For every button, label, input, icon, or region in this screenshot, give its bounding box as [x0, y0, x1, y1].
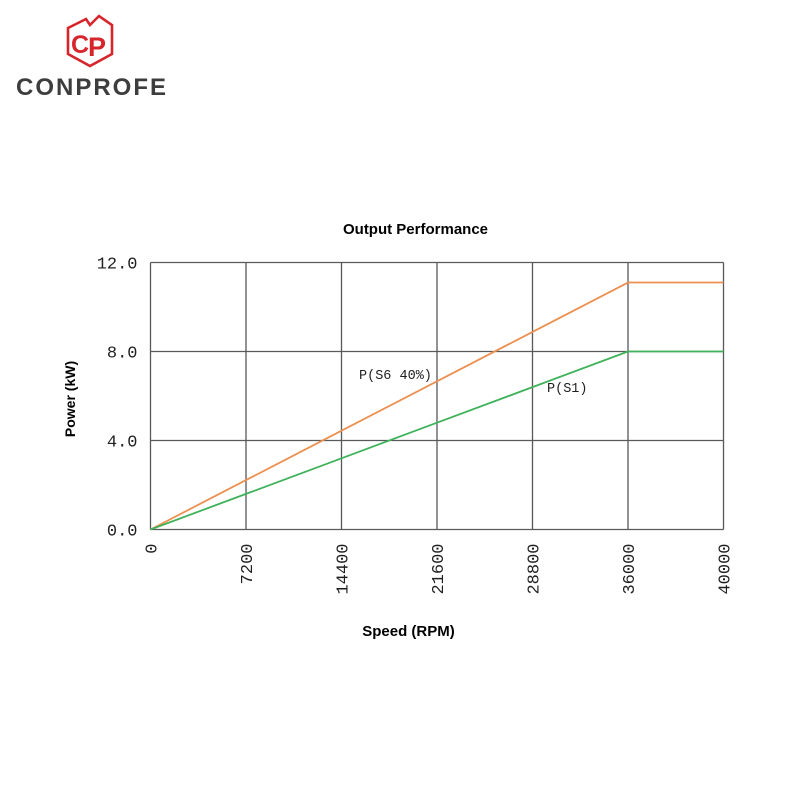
- x-tick-label: 28800: [526, 544, 545, 595]
- conprofe-logo-icon: C P: [66, 14, 114, 68]
- chart-title: Output Performance: [342, 221, 489, 238]
- x-tick-label: 0: [144, 544, 163, 554]
- y-tick-label: 12.0: [97, 256, 138, 275]
- x-tick-label: 40000: [717, 544, 736, 595]
- logo-wordmark: CONPROFE: [16, 74, 169, 101]
- x-tick-label: 36000: [621, 544, 640, 595]
- series-line-p-s1-: [150, 350, 724, 531]
- series-label-p-s6-40: P(S6 40%): [359, 369, 432, 384]
- conprofe-logo: C P CONPROFE: [0, 0, 220, 120]
- y-tick-label: 4.0: [107, 434, 138, 453]
- y-tick-label: 0.0: [107, 523, 138, 542]
- svg-text:P: P: [88, 32, 106, 62]
- y-axis-title: Power (kW): [62, 360, 78, 438]
- series-line-p-s6-40-: [150, 281, 724, 531]
- svg-text:C: C: [71, 31, 89, 59]
- output-performance-chart: 0.0 4.0 8.0 12.0 0 7200 14400 21600 28800 36000 40…: [97, 256, 736, 595]
- y-tick-label: 8.0: [107, 345, 138, 364]
- x-tick-label: 14400: [335, 544, 354, 595]
- x-axis-title: Speed (RPM): [362, 623, 455, 640]
- series-label-p-s1: P(S1): [547, 382, 588, 397]
- x-tick-label: 7200: [239, 544, 258, 585]
- x-tick-label: 21600: [430, 544, 449, 595]
